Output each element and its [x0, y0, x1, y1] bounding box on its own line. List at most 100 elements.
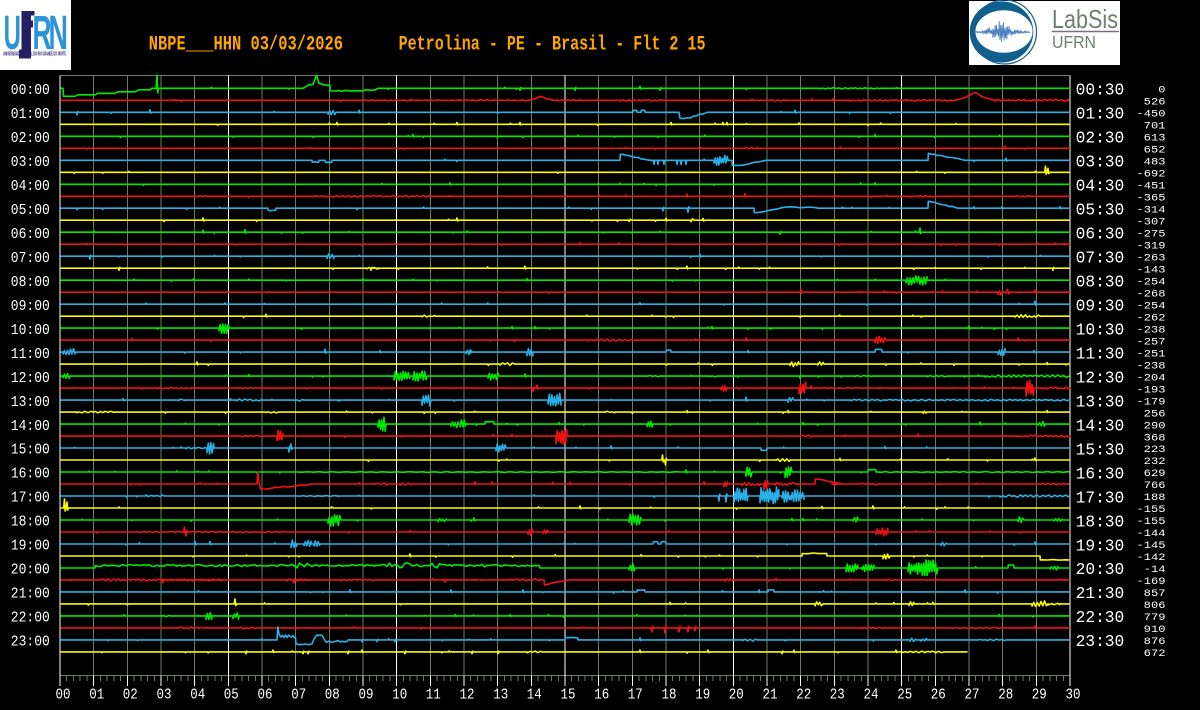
- svg-text:-314: -314: [1137, 204, 1166, 216]
- svg-text:18:30: 18:30: [1076, 512, 1125, 531]
- svg-text:03:00: 03:00: [11, 155, 50, 171]
- svg-text:24: 24: [864, 687, 879, 703]
- svg-text:09:30: 09:30: [1076, 297, 1125, 316]
- svg-text:27: 27: [965, 687, 980, 703]
- svg-text:02:00: 02:00: [11, 131, 50, 147]
- svg-text:26: 26: [931, 687, 946, 703]
- svg-text:21: 21: [763, 687, 778, 703]
- svg-text:01: 01: [89, 687, 104, 703]
- svg-text:-193: -193: [1137, 384, 1166, 396]
- svg-text:15: 15: [561, 687, 576, 703]
- svg-text:14: 14: [527, 687, 542, 703]
- svg-text:232: 232: [1144, 456, 1166, 468]
- svg-text:04:00: 04:00: [11, 179, 50, 195]
- svg-text:10:30: 10:30: [1076, 320, 1125, 339]
- svg-text:07:30: 07:30: [1076, 249, 1125, 268]
- svg-text:NBPE___HHN 03/03/2026: NBPE___HHN 03/03/2026: [149, 34, 343, 57]
- svg-text:08:00: 08:00: [11, 275, 50, 291]
- svg-text:11:30: 11:30: [1076, 344, 1125, 363]
- svg-text:-268: -268: [1137, 288, 1166, 300]
- svg-text:629: 629: [1144, 468, 1166, 480]
- svg-text:02: 02: [123, 687, 138, 703]
- svg-text:LabSis: LabSis: [1052, 4, 1118, 34]
- svg-text:0: 0: [1158, 85, 1165, 97]
- svg-text:12:30: 12:30: [1076, 368, 1125, 387]
- svg-text:19:00: 19:00: [11, 539, 50, 555]
- svg-text:779: 779: [1144, 612, 1166, 624]
- svg-text:-319: -319: [1137, 240, 1166, 252]
- svg-text:910: 910: [1144, 624, 1166, 636]
- svg-text:UNIVERSIDADE FEDERAL DO RIO GR: UNIVERSIDADE FEDERAL DO RIO GRANDE DO NO…: [3, 52, 66, 58]
- svg-text:29: 29: [1032, 687, 1047, 703]
- svg-text:09:00: 09:00: [11, 299, 50, 315]
- svg-text:17:30: 17:30: [1076, 488, 1125, 507]
- svg-text:18: 18: [662, 687, 677, 703]
- svg-text:613: 613: [1144, 133, 1166, 145]
- svg-text:290: 290: [1144, 420, 1166, 432]
- svg-text:876: 876: [1144, 636, 1166, 648]
- svg-text:14:00: 14:00: [11, 419, 50, 435]
- svg-text:Petrolina - PE - Brasil - Flt: Petrolina - PE - Brasil - Flt 2 15: [399, 34, 706, 57]
- svg-text:00: 00: [56, 687, 71, 703]
- svg-text:368: 368: [1144, 432, 1166, 444]
- svg-text:16:30: 16:30: [1076, 464, 1125, 483]
- svg-text:-275: -275: [1137, 228, 1166, 240]
- svg-text:01:00: 01:00: [11, 107, 50, 123]
- svg-text:10:00: 10:00: [11, 323, 50, 339]
- svg-text:12:00: 12:00: [11, 371, 50, 387]
- svg-text:857: 857: [1144, 588, 1166, 600]
- svg-text:15:00: 15:00: [11, 443, 50, 459]
- svg-text:-204: -204: [1137, 372, 1166, 384]
- svg-text:07: 07: [291, 687, 306, 703]
- svg-text:-238: -238: [1137, 324, 1166, 336]
- svg-text:223: 223: [1144, 444, 1166, 456]
- svg-text:U: U: [4, 7, 21, 60]
- svg-text:-145: -145: [1137, 540, 1166, 552]
- svg-text:N: N: [49, 7, 68, 60]
- svg-text:-451: -451: [1137, 181, 1166, 193]
- svg-text:05:00: 05:00: [11, 203, 50, 219]
- svg-text:08:30: 08:30: [1076, 273, 1125, 292]
- svg-text:-254: -254: [1137, 276, 1166, 288]
- svg-text:19:30: 19:30: [1076, 536, 1125, 555]
- svg-text:-307: -307: [1137, 216, 1166, 228]
- svg-text:23:30: 23:30: [1076, 632, 1125, 651]
- svg-text:256: 256: [1144, 408, 1166, 420]
- svg-text:11: 11: [426, 687, 441, 703]
- svg-text:13: 13: [493, 687, 508, 703]
- svg-text:-144: -144: [1137, 528, 1166, 540]
- svg-text:-692: -692: [1137, 169, 1166, 181]
- svg-text:23:00: 23:00: [11, 635, 50, 651]
- svg-text:09: 09: [359, 687, 374, 703]
- svg-text:14:30: 14:30: [1076, 416, 1125, 435]
- svg-text:25: 25: [897, 687, 912, 703]
- svg-text:-142: -142: [1137, 552, 1166, 564]
- svg-text:12: 12: [460, 687, 475, 703]
- svg-text:21:30: 21:30: [1076, 584, 1125, 603]
- svg-text:20: 20: [729, 687, 744, 703]
- svg-text:05: 05: [224, 687, 239, 703]
- svg-text:01:30: 01:30: [1076, 105, 1125, 124]
- svg-text:00:30: 00:30: [1076, 81, 1125, 100]
- svg-text:652: 652: [1144, 145, 1166, 157]
- svg-text:05:30: 05:30: [1076, 201, 1125, 220]
- svg-text:28: 28: [998, 687, 1013, 703]
- svg-text:-143: -143: [1137, 264, 1166, 276]
- svg-text:06:00: 06:00: [11, 227, 50, 243]
- svg-text:701: 701: [1144, 121, 1166, 133]
- svg-text:21:00: 21:00: [11, 587, 50, 603]
- svg-text:22:30: 22:30: [1076, 608, 1125, 627]
- svg-text:08: 08: [325, 687, 340, 703]
- svg-text:10: 10: [392, 687, 407, 703]
- svg-text:03: 03: [157, 687, 172, 703]
- svg-text:02:30: 02:30: [1076, 129, 1125, 148]
- svg-text:17:00: 17:00: [11, 491, 50, 507]
- svg-text:07:00: 07:00: [11, 251, 50, 267]
- svg-text:06: 06: [258, 687, 273, 703]
- svg-text:-179: -179: [1137, 396, 1166, 408]
- svg-text:188: 188: [1144, 492, 1166, 504]
- svg-text:-169: -169: [1137, 576, 1166, 588]
- svg-text:-257: -257: [1137, 336, 1166, 348]
- svg-text:04: 04: [190, 687, 205, 703]
- svg-text:766: 766: [1144, 480, 1166, 492]
